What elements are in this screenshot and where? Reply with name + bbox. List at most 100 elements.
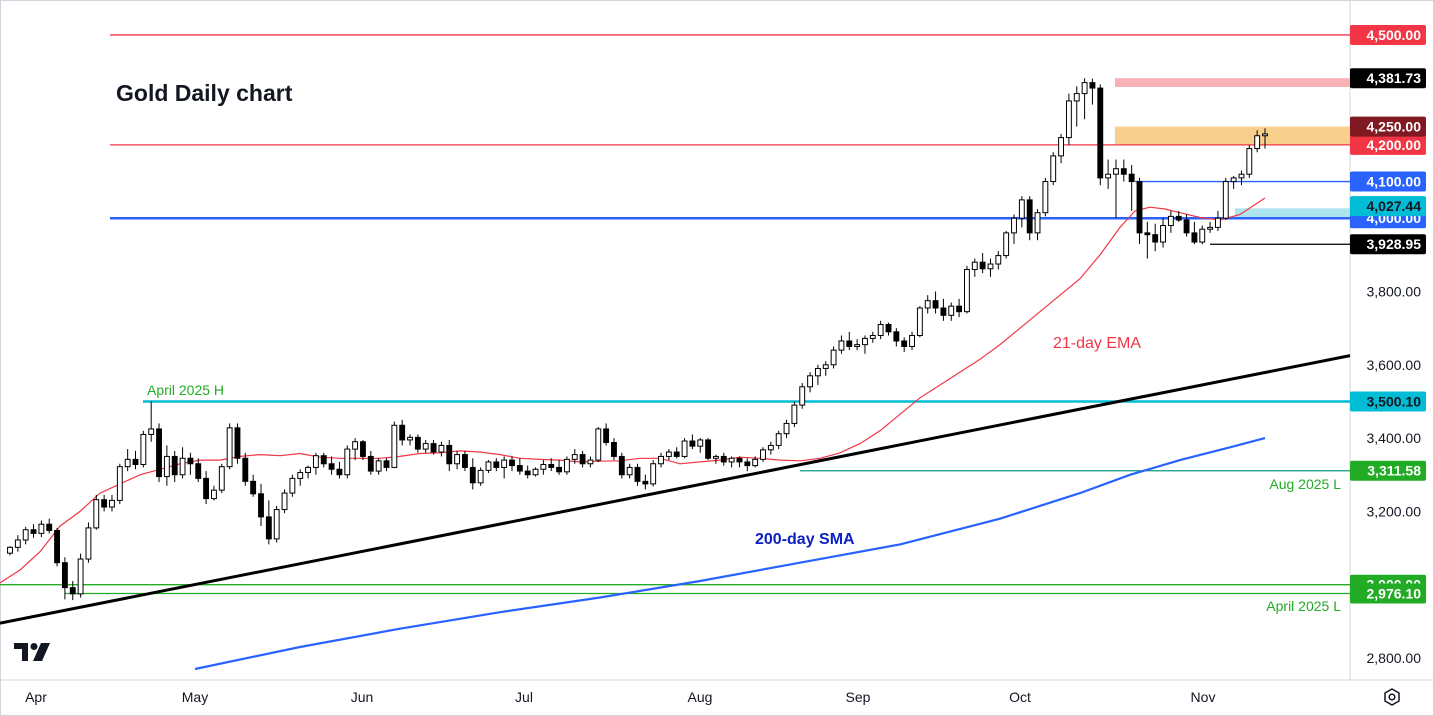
candle[interactable]	[61, 557, 68, 600]
candle[interactable]	[713, 454, 719, 464]
candle[interactable]	[422, 439, 429, 453]
candle[interactable]	[775, 430, 782, 450]
candle[interactable]	[1144, 221, 1151, 259]
candle[interactable]	[705, 438, 712, 461]
candle[interactable]	[1160, 218, 1166, 248]
price-badge[interactable]: 4,027.44	[1350, 196, 1426, 217]
candle[interactable]	[116, 463, 123, 505]
candle[interactable]	[101, 494, 108, 512]
candle[interactable]	[391, 421, 398, 469]
candle[interactable]	[1152, 223, 1159, 252]
price-badge[interactable]: 2,976.10	[1350, 583, 1426, 604]
candle[interactable]	[1081, 78, 1088, 120]
candle[interactable]	[736, 456, 743, 468]
candle[interactable]	[595, 427, 602, 462]
gear-icon[interactable]	[1384, 688, 1400, 706]
candle[interactable]	[1097, 84, 1104, 186]
candle[interactable]	[1246, 144, 1253, 178]
candle[interactable]	[336, 461, 343, 479]
candle[interactable]	[328, 456, 335, 475]
candle[interactable]	[258, 483, 264, 527]
candle[interactable]	[563, 456, 570, 475]
candle[interactable]	[862, 335, 868, 354]
candle[interactable]	[814, 364, 821, 385]
candle[interactable]	[854, 339, 861, 351]
candle[interactable]	[548, 458, 555, 472]
candle[interactable]	[752, 456, 759, 468]
candle[interactable]	[1199, 225, 1206, 245]
candle[interactable]	[1222, 177, 1229, 221]
candle[interactable]	[454, 450, 461, 470]
price-badge[interactable]: 4,500.00	[1350, 24, 1426, 45]
candle[interactable]	[367, 450, 374, 475]
candle[interactable]	[7, 546, 13, 556]
candle[interactable]	[799, 383, 806, 409]
candle[interactable]	[783, 419, 790, 439]
candle[interactable]	[673, 447, 680, 459]
candle[interactable]	[250, 474, 257, 497]
candle[interactable]	[979, 253, 986, 274]
support-zone-4000-4027[interactable]	[1235, 208, 1350, 219]
series-21-day-ema[interactable]	[0, 197, 1266, 584]
candle[interactable]	[462, 450, 468, 472]
candle[interactable]	[587, 456, 594, 468]
candle[interactable]	[218, 463, 225, 494]
candle[interactable]	[234, 423, 241, 464]
candle[interactable]	[650, 460, 657, 487]
candle[interactable]	[689, 434, 696, 450]
candle[interactable]	[571, 449, 578, 464]
candle[interactable]	[791, 401, 798, 428]
candle[interactable]	[1128, 165, 1135, 211]
candle[interactable]	[956, 298, 963, 318]
candle[interactable]	[665, 449, 672, 461]
candle[interactable]	[1050, 152, 1057, 186]
price-badge[interactable]: 3,500.10	[1350, 391, 1426, 412]
candle[interactable]	[1175, 210, 1182, 222]
candle[interactable]	[156, 423, 162, 483]
candle[interactable]	[1136, 177, 1143, 244]
candle[interactable]	[822, 361, 829, 376]
candle[interactable]	[273, 505, 280, 543]
candle[interactable]	[93, 494, 100, 530]
candle[interactable]	[171, 450, 178, 483]
candle[interactable]	[767, 441, 774, 455]
candle[interactable]	[1238, 170, 1245, 186]
candle[interactable]	[430, 439, 437, 455]
candle[interactable]	[360, 439, 366, 461]
candle[interactable]	[838, 335, 845, 354]
candle[interactable]	[697, 438, 704, 453]
resistance-zone-top[interactable]	[1115, 78, 1350, 87]
price-badge[interactable]: 4,200.00	[1350, 134, 1426, 155]
candle[interactable]	[807, 372, 813, 393]
candle[interactable]	[626, 463, 633, 479]
candle[interactable]	[556, 460, 562, 475]
candle[interactable]	[289, 474, 296, 497]
candle[interactable]	[109, 494, 115, 512]
candle[interactable]	[195, 458, 202, 483]
candle[interactable]	[509, 456, 515, 472]
candle[interactable]	[1011, 214, 1017, 244]
candle[interactable]	[54, 527, 60, 567]
candle[interactable]	[948, 302, 955, 321]
candle[interactable]	[1230, 176, 1237, 189]
candle[interactable]	[203, 471, 210, 505]
price-badge[interactable]: 4,100.00	[1350, 171, 1426, 192]
candle[interactable]	[618, 452, 625, 479]
candle[interactable]	[1183, 214, 1190, 237]
candle[interactable]	[501, 456, 508, 479]
candle[interactable]	[1167, 210, 1174, 233]
candle[interactable]	[995, 251, 1002, 270]
candle[interactable]	[1058, 133, 1064, 164]
candle[interactable]	[352, 438, 359, 461]
candle[interactable]	[22, 526, 29, 545]
candle[interactable]	[140, 430, 147, 468]
candle[interactable]	[344, 445, 351, 479]
candle[interactable]	[885, 322, 892, 336]
candle[interactable]	[124, 449, 131, 472]
candle[interactable]	[516, 458, 523, 475]
candle[interactable]	[46, 518, 53, 534]
candle[interactable]	[1089, 78, 1096, 105]
candle[interactable]	[603, 423, 610, 446]
candle[interactable]	[611, 438, 617, 461]
